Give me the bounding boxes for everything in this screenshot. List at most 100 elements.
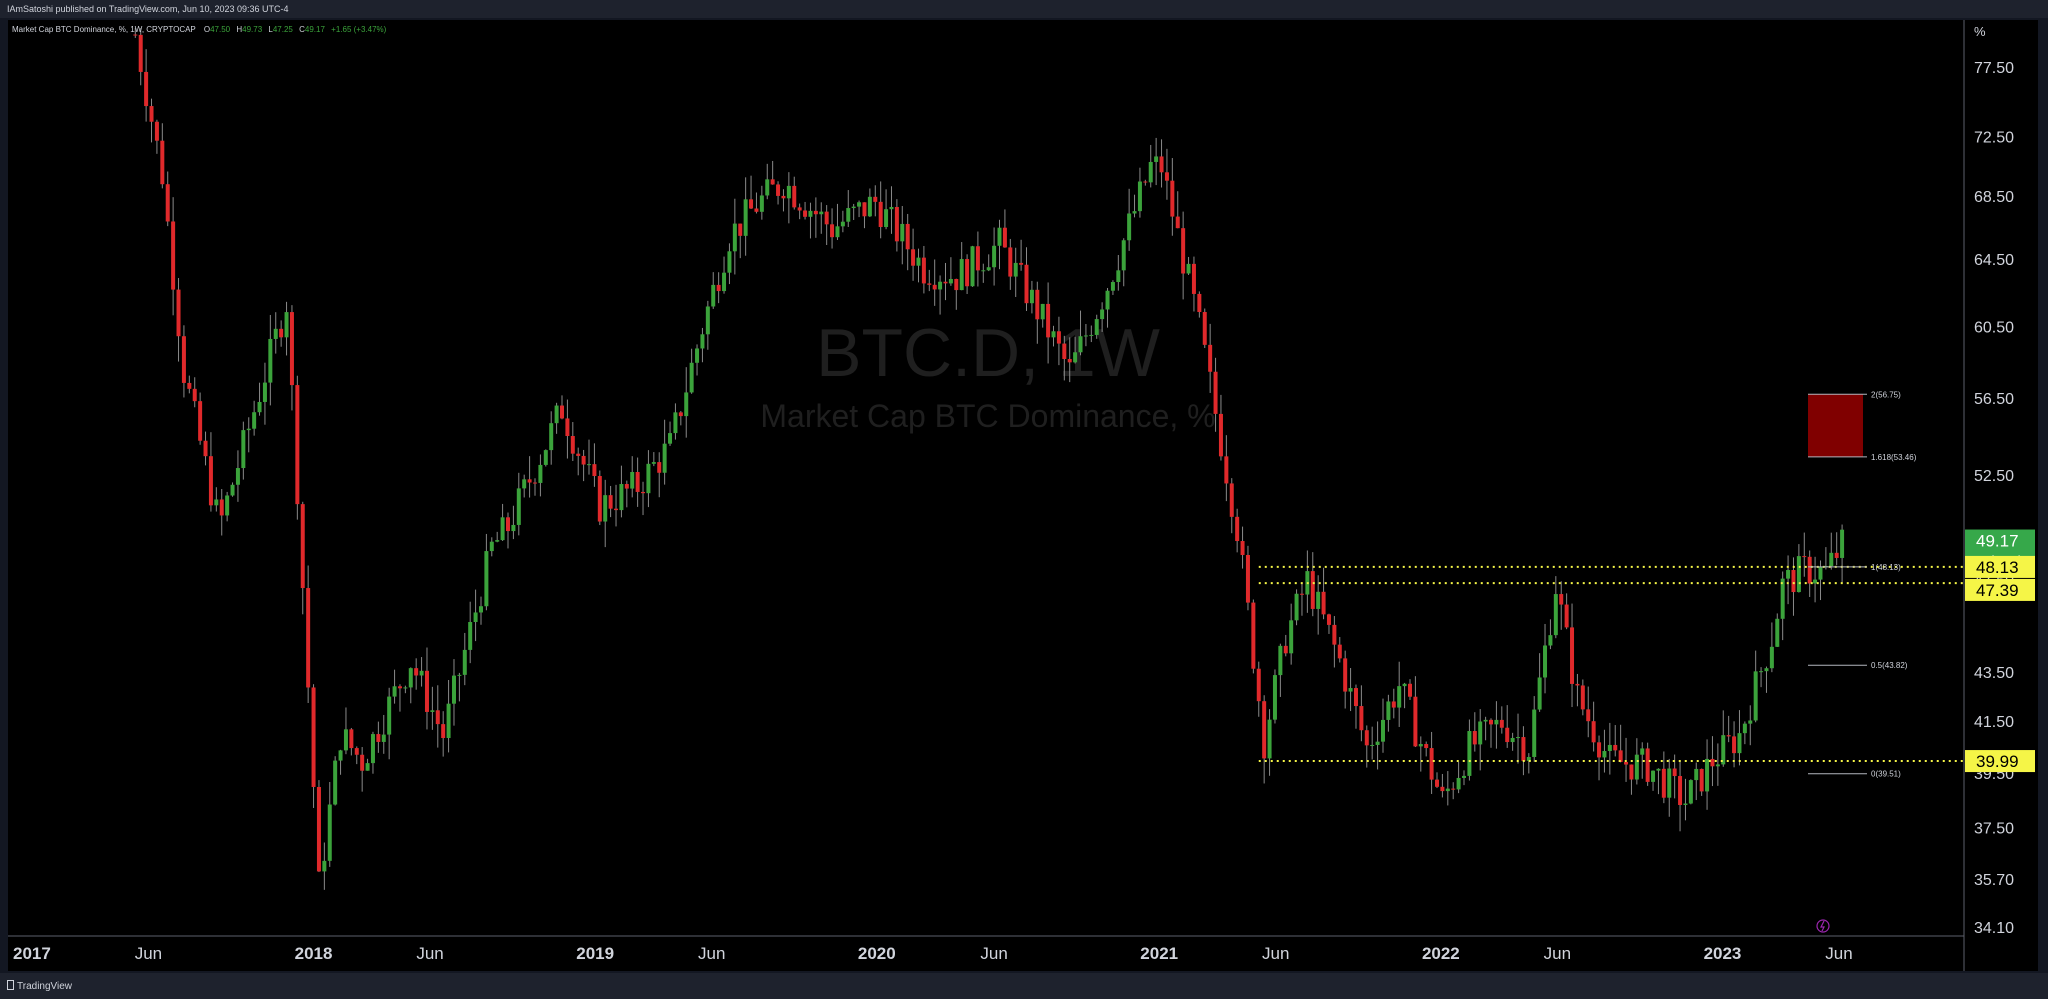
candle-body — [1834, 552, 1839, 558]
candle-body — [695, 348, 700, 363]
candle-body — [716, 284, 721, 292]
candle-body — [1029, 289, 1034, 304]
candle-body — [970, 246, 975, 287]
fib-level-label: 0(39.51) — [1871, 770, 1901, 779]
tradingview-logo[interactable]: TradingView — [7, 980, 72, 992]
candle-body — [1780, 578, 1785, 619]
fib-level-label: 1.618(53.46) — [1871, 453, 1917, 462]
price-tag-value: 39.99 — [1976, 752, 2019, 771]
candle-body — [646, 463, 651, 494]
candle-body — [1343, 658, 1348, 692]
candle-body — [684, 392, 689, 417]
candle-body — [543, 450, 548, 465]
candle-body — [835, 226, 840, 238]
candle-body — [830, 224, 835, 238]
candle-body — [997, 227, 1002, 246]
candle-body — [689, 362, 694, 393]
candle-body — [208, 456, 213, 506]
time-tick-label: Jun — [1262, 944, 1289, 963]
price-chart[interactable]: BTC.D, 1W Market Cap BTC Dominance, % 2(… — [8, 20, 2038, 971]
candle-body — [1267, 719, 1272, 759]
price-tag — [1965, 750, 2035, 773]
price-tag-value: 47.39 — [1976, 581, 2019, 600]
legend-low-value: 47.25 — [273, 25, 294, 34]
candle-body — [1083, 335, 1088, 337]
candle-body — [1078, 336, 1083, 353]
candle-body — [1748, 720, 1753, 724]
candle-body — [786, 185, 791, 199]
candle-body — [1143, 181, 1148, 183]
candle-body — [1424, 744, 1429, 749]
candle-body — [911, 249, 916, 266]
fib-level-label: 2(56.75) — [1871, 390, 1901, 399]
candle-body — [1040, 303, 1045, 320]
candle-body — [916, 257, 921, 266]
candle-body — [857, 202, 862, 207]
candle-body — [1791, 570, 1796, 593]
candle-body — [1559, 594, 1564, 605]
candle-body — [781, 195, 786, 199]
candle-body — [1132, 211, 1137, 214]
candle-body — [1694, 768, 1699, 781]
candle-body — [403, 687, 408, 689]
lightning-icon[interactable] — [1816, 919, 1830, 933]
candle-body — [1489, 719, 1494, 725]
candle-body — [824, 211, 829, 225]
candle-body — [1008, 247, 1013, 277]
candle-body — [149, 106, 154, 122]
time-tick-label: 2017 — [13, 944, 51, 963]
candle-body — [257, 401, 262, 413]
candle-body — [1732, 736, 1737, 754]
candle-body — [1472, 731, 1477, 745]
price-tick-label: 37.50 — [1974, 820, 2014, 837]
candle-body — [1245, 554, 1250, 603]
candle-body — [1024, 264, 1029, 304]
candle-body — [1661, 768, 1666, 798]
legend-open-label: O — [204, 25, 210, 34]
candle-body — [770, 179, 775, 185]
candle-body — [1715, 764, 1720, 767]
candle-body — [1705, 758, 1710, 792]
candle-body — [570, 436, 575, 454]
candles-layer — [133, 28, 1845, 890]
candle-body — [1667, 768, 1672, 798]
candle-body — [943, 281, 948, 284]
candle-body — [948, 278, 953, 284]
candle-body — [873, 196, 878, 202]
time-tick-label: Jun — [698, 944, 725, 963]
candle-body — [560, 405, 565, 419]
candle-body — [1580, 685, 1585, 710]
candle-body — [376, 734, 381, 742]
candle-body — [1840, 529, 1845, 558]
fib-target-box[interactable] — [1808, 394, 1863, 457]
candle-body — [484, 551, 489, 607]
candle-body — [295, 385, 300, 505]
candle-body — [1089, 334, 1094, 336]
candle-body — [1208, 344, 1213, 372]
candle-body — [300, 504, 305, 589]
candle-body — [1829, 552, 1834, 567]
candle-body — [1688, 780, 1693, 804]
candle-body — [1283, 645, 1288, 654]
candle-body — [1769, 646, 1774, 669]
candle-body — [1553, 594, 1558, 636]
candle-body — [1105, 290, 1110, 310]
price-tick-label: 41.50 — [1974, 714, 2014, 731]
candle-body — [1640, 748, 1645, 755]
candle-body — [1321, 591, 1326, 615]
time-axis[interactable]: 2017 Jun 2018 Jun 2019 Jun 2020 Jun 2021 Jun 2022 J… — [13, 944, 1853, 963]
candle-body — [165, 184, 170, 222]
candle-body — [641, 491, 646, 494]
candle-body — [138, 34, 143, 72]
candle-body — [889, 206, 894, 210]
candle-body — [624, 484, 629, 489]
candle-body — [754, 208, 759, 212]
candle-body — [370, 734, 375, 764]
candle-body — [549, 423, 554, 451]
candle-body — [1056, 331, 1061, 344]
candle-body — [343, 729, 348, 751]
candle-body — [1272, 675, 1277, 720]
candle-body — [1775, 618, 1780, 647]
candle-body — [554, 405, 559, 424]
candle-body — [1526, 756, 1531, 761]
